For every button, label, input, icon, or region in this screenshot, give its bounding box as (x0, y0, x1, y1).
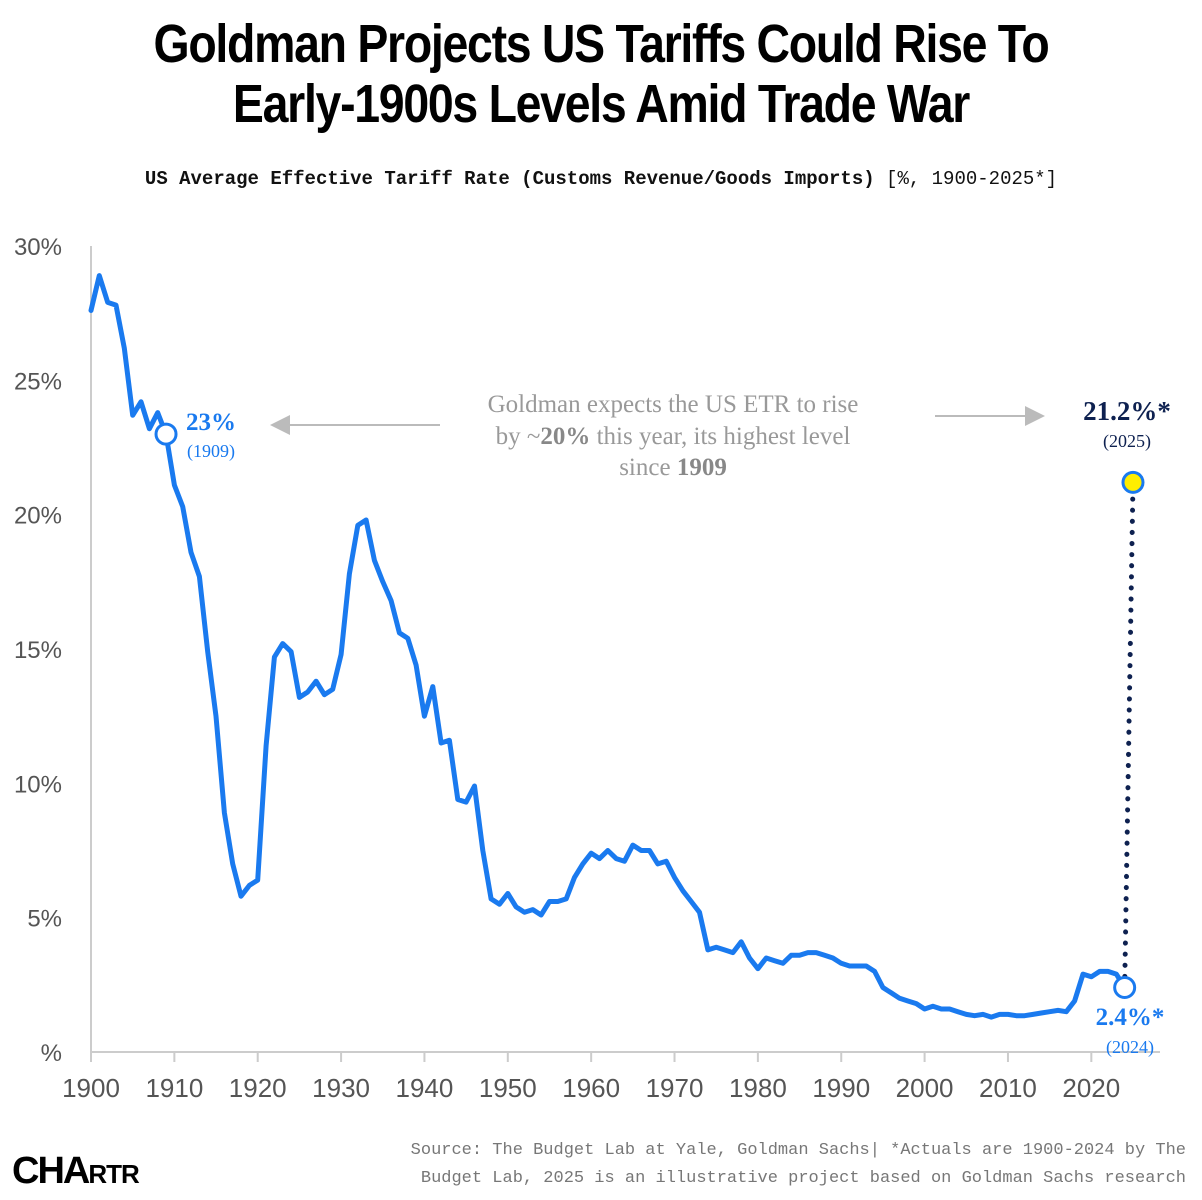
center-note-line3: since 1909 (619, 454, 727, 481)
center-note-line2: by ~20% this year, its highest level (496, 423, 851, 450)
y-tick-label: % (41, 1040, 62, 1067)
chartr-logo-main: CHA (12, 1150, 90, 1192)
x-tick-label: 1940 (396, 1073, 454, 1103)
center-note-line1: Goldman expects the US ETR to rise (488, 391, 859, 418)
x-tick-label: 2000 (896, 1073, 954, 1103)
chart-subtitle: US Average Effective Tariff Rate (Custom… (0, 168, 1202, 190)
chartr-logo: CHARTR (12, 1150, 140, 1193)
chart-title-line1: Goldman Projects US Tariffs Could Rise T… (153, 14, 1050, 74)
x-tick-label: 1950 (479, 1073, 537, 1103)
x-tick-label: 1910 (145, 1073, 203, 1103)
center-note-line2-pre: by ~ (496, 423, 541, 450)
marker-2025 (1121, 470, 1145, 494)
chart-title: Goldman Projects US Tariffs Could Rise T… (84, 14, 1118, 134)
label-2024-value: 2.4%* (1096, 1004, 1165, 1031)
chart-title-line2: Early-1900s Levels Amid Trade War (232, 74, 970, 134)
y-tick-label: 15% (14, 637, 62, 664)
source-note-line2: Budget Lab, 2025 is an illustrative proj… (420, 1169, 1186, 1188)
y-tick-label: 30% (14, 234, 62, 261)
center-note-line2-post: this year, its highest level (590, 423, 850, 450)
label-2025-value: 21.2%* (1083, 396, 1171, 426)
marker-1909 (154, 422, 178, 446)
chartr-logo-small: RTR (88, 1159, 139, 1189)
chart-subtitle-units: [%, 1900-2025*] (886, 168, 1058, 190)
label-2024-year: (2024) (1106, 1037, 1154, 1058)
y-tick-label: 5% (27, 906, 62, 933)
series-line-projection (1122, 479, 1136, 991)
source-note: Source: The Budget Lab at Yale, Goldman … (226, 1137, 1186, 1193)
y-tick-label: 20% (14, 503, 62, 530)
y-tick-label: 25% (14, 368, 62, 395)
y-tick-label: 10% (14, 771, 62, 798)
series-line-actual (88, 273, 1128, 1020)
x-tick-label: 2020 (1062, 1073, 1120, 1103)
x-tick-label: 1920 (229, 1073, 287, 1103)
source-note-line1: Source: The Budget Lab at Yale, Goldman … (410, 1141, 1186, 1160)
chart-subtitle-main: US Average Effective Tariff Rate (Custom… (144, 168, 875, 190)
label-1909-value: 23% (186, 409, 236, 436)
label-2025-year: (2025) (1103, 431, 1151, 452)
center-note-line3-pre: since (619, 454, 677, 481)
center-note-line3-bold: 1909 (677, 454, 727, 481)
x-tick-label: 1900 (62, 1073, 120, 1103)
x-tick-label: 1970 (646, 1073, 704, 1103)
label-1909-year: (1909) (187, 441, 235, 462)
x-tick-label: 1980 (729, 1073, 787, 1103)
x-tick-label: 2010 (979, 1073, 1037, 1103)
x-tick-label: 1960 (562, 1073, 620, 1103)
x-tick-label: 1930 (312, 1073, 370, 1103)
center-note-line2-bold: 20% (540, 423, 590, 450)
marker-2024 (1113, 976, 1137, 1000)
x-tick-label: 1990 (812, 1073, 870, 1103)
